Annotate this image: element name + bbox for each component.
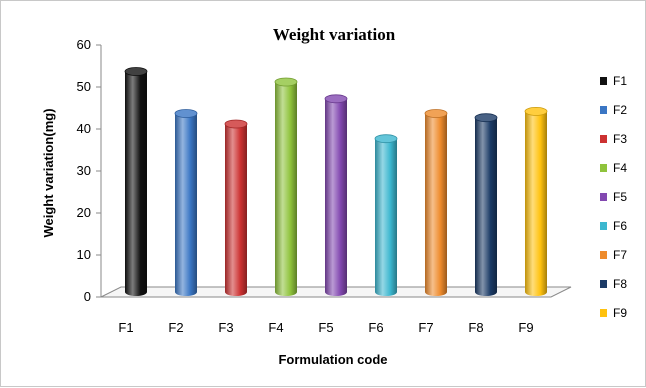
legend-item-f5: F5 <box>600 190 627 204</box>
bar-top <box>124 67 148 76</box>
bar-top <box>474 113 498 123</box>
legend-swatch <box>600 222 607 230</box>
legend-label: F7 <box>613 248 627 262</box>
legend-label: F1 <box>613 74 627 88</box>
legend-swatch <box>600 193 607 201</box>
bar-body <box>425 113 447 296</box>
bar-top <box>174 109 198 118</box>
legend-label: F6 <box>613 219 627 233</box>
bar-body <box>225 124 247 296</box>
legend: F1 F2 F3 F4 F5 F6 F7 F8 F9 <box>600 74 627 320</box>
x-tick-label: F8 <box>468 320 483 335</box>
bar-top <box>524 107 548 116</box>
y-tick-label: 10 <box>77 247 91 262</box>
x-tick-label: F2 <box>168 320 183 335</box>
legend-label: F9 <box>613 306 627 320</box>
legend-swatch <box>600 135 607 143</box>
x-tick-label: F7 <box>418 320 433 335</box>
bar-body <box>275 82 297 296</box>
y-tick-label: 60 <box>77 37 91 52</box>
legend-label: F3 <box>613 132 627 146</box>
bar-top <box>374 134 398 144</box>
bars <box>124 67 548 297</box>
legend-item-f8: F8 <box>600 277 627 291</box>
y-tick-label: 20 <box>77 205 91 220</box>
y-tick-label: 0 <box>84 289 91 304</box>
legend-item-f1: F1 <box>600 74 627 88</box>
bar-body <box>475 117 497 296</box>
bar-f2 <box>174 109 198 296</box>
bar-f1 <box>124 67 148 296</box>
bar-f8 <box>474 113 498 296</box>
bar-body <box>325 98 347 296</box>
x-axis-label: Formulation code <box>278 352 387 367</box>
bar-top <box>224 119 248 129</box>
bar-f3 <box>224 119 248 296</box>
legend-item-f2: F2 <box>600 103 627 117</box>
x-tick-label: F6 <box>368 320 383 335</box>
legend-label: F8 <box>613 277 627 291</box>
legend-swatch <box>600 106 607 114</box>
legend-item-f4: F4 <box>600 161 627 175</box>
legend-swatch <box>600 164 607 172</box>
y-axis-label: Weight variation(mg) <box>41 108 56 237</box>
x-tick-label: F5 <box>318 320 333 335</box>
y-tick-label: 50 <box>77 79 91 94</box>
bar-body <box>375 138 397 296</box>
bar-f7 <box>424 109 448 296</box>
bar-f9 <box>524 107 548 297</box>
legend-swatch <box>600 280 607 288</box>
x-tick-label: F4 <box>268 320 283 335</box>
legend-item-f3: F3 <box>600 132 627 146</box>
y-tick-label: 30 <box>77 163 91 178</box>
bar-body <box>125 71 147 296</box>
y-tick-label: 40 <box>77 121 91 136</box>
bar-top <box>424 109 448 118</box>
legend-label: F4 <box>613 161 627 175</box>
bar-f4 <box>274 77 298 296</box>
chart-title: Weight variation <box>273 25 396 44</box>
legend-label: F5 <box>613 190 627 204</box>
bar-body <box>525 111 547 297</box>
legend-label: F2 <box>613 103 627 117</box>
legend-swatch <box>600 309 607 317</box>
x-tick-label: F1 <box>118 320 133 335</box>
legend-swatch <box>600 77 607 85</box>
bar-f6 <box>374 134 398 296</box>
x-tick-label: F3 <box>218 320 233 335</box>
bar-body <box>175 113 197 296</box>
axes: 0 10 20 30 40 50 60 F1 F2 F3 F4 F5 F6 F7 F8 F9 <box>77 37 572 335</box>
legend-swatch <box>600 251 607 259</box>
legend-item-f7: F7 <box>600 248 627 262</box>
x-tick-label: F9 <box>518 320 533 335</box>
bar-f5 <box>324 94 348 296</box>
bar-top <box>274 77 298 87</box>
legend-item-f9: F9 <box>600 306 627 320</box>
bar-top <box>324 94 348 104</box>
legend-item-f6: F6 <box>600 219 627 233</box>
